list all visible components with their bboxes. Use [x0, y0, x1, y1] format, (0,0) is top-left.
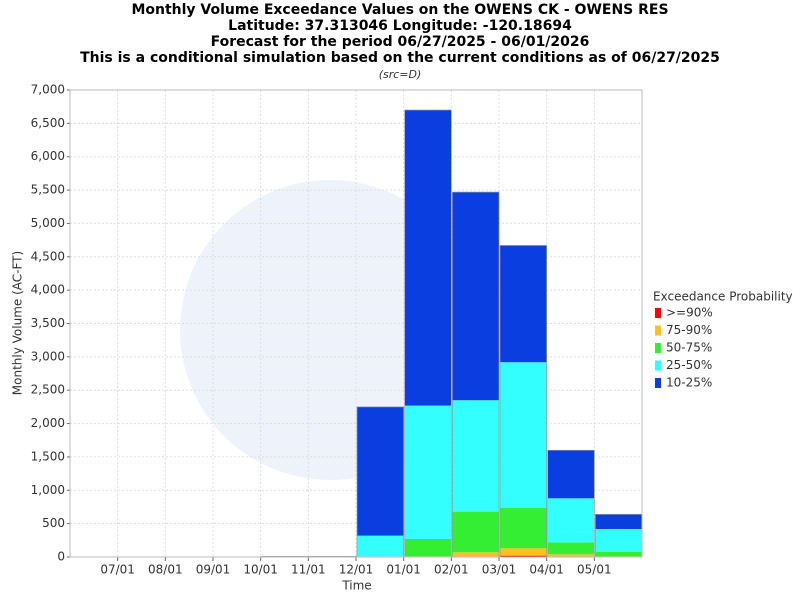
x-tick-label: 04/01 — [529, 563, 564, 577]
legend-swatch — [655, 326, 661, 336]
bar-segment — [405, 539, 452, 556]
x-tick-label: 02/01 — [434, 563, 469, 577]
y-tick-label: 1,500 — [31, 449, 65, 463]
chart-title: Monthly Volume Exceedance Values on the … — [131, 2, 668, 18]
y-tick-label: 5,000 — [31, 216, 65, 230]
y-tick-label: 2,000 — [31, 416, 65, 430]
legend-swatch — [655, 343, 661, 353]
chart-title: This is a conditional simulation based o… — [80, 50, 720, 66]
y-tick-label: 3,000 — [31, 349, 65, 363]
y-tick-label: 6,000 — [31, 149, 65, 163]
bar-segment — [595, 529, 642, 552]
bar-segment — [548, 554, 595, 556]
bar-segment — [452, 400, 499, 511]
legend-swatch — [655, 378, 661, 388]
y-axis-label: Monthly Volume (AC-FT) — [11, 251, 25, 395]
x-tick-label: 07/01 — [100, 563, 135, 577]
x-tick-label: 05/01 — [577, 563, 612, 577]
legend-label: >=90% — [666, 306, 713, 320]
bar-segment — [357, 407, 404, 536]
bar-segment — [405, 406, 452, 539]
x-tick-label: 11/01 — [291, 563, 326, 577]
bar-segment — [548, 498, 595, 542]
bar-segment — [500, 508, 547, 549]
y-tick-label: 0 — [57, 550, 65, 564]
legend-label: 10-25% — [666, 376, 712, 390]
x-axis-label: Time — [341, 579, 371, 593]
bar-segment — [500, 362, 547, 507]
y-tick-label: 3,500 — [31, 316, 65, 330]
x-tick-label: 01/01 — [386, 563, 421, 577]
chart-title: Latitude: 37.313046 Longitude: -120.1869… — [228, 18, 572, 34]
y-tick-label: 1,000 — [31, 483, 65, 497]
bar-segment — [452, 512, 499, 553]
y-tick-label: 4,500 — [31, 249, 65, 263]
legend-label: 25-50% — [666, 358, 712, 372]
legend-label: 75-90% — [666, 323, 712, 337]
x-tick-label: 08/01 — [148, 563, 183, 577]
chart-title: Forecast for the period 06/27/2025 - 06/… — [211, 34, 590, 50]
y-tick-label: 5,500 — [31, 183, 65, 197]
bar-segment — [405, 110, 452, 406]
y-tick-label: 4,000 — [31, 283, 65, 297]
bar-segment — [595, 514, 642, 529]
y-tick-label: 7,000 — [31, 83, 65, 97]
legend-title: Exceedance Probability — [653, 290, 793, 304]
bar-segment — [357, 536, 404, 557]
bar-segment — [548, 542, 595, 554]
y-tick-label: 2,500 — [31, 383, 65, 397]
x-tick-label: 03/01 — [482, 563, 517, 577]
bar-segment — [500, 245, 547, 362]
legend-label: 50-75% — [666, 341, 712, 355]
legend-swatch — [655, 308, 661, 318]
bar-segment — [595, 552, 642, 557]
bar-segment — [452, 192, 499, 400]
bar-segment — [548, 450, 595, 498]
y-tick-label: 500 — [42, 516, 65, 530]
y-tick-label: 6,500 — [31, 116, 65, 130]
x-tick-label: 10/01 — [243, 563, 278, 577]
legend-swatch — [655, 361, 661, 371]
bar-segment — [500, 548, 547, 555]
x-tick-label: 09/01 — [196, 563, 231, 577]
bar-segment — [452, 552, 499, 556]
x-tick-label: 12/01 — [339, 563, 374, 577]
subtitle: (src=D) — [379, 68, 422, 81]
